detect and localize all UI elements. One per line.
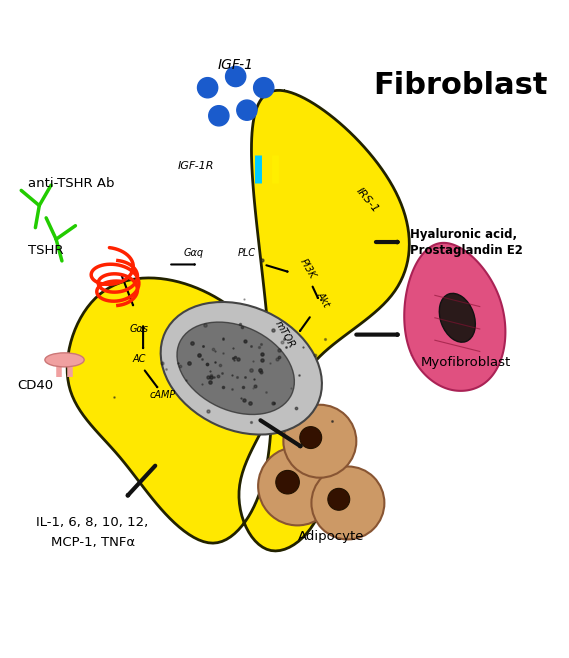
Text: IGF-1R: IGF-1R [178,161,215,171]
Text: IL-1, 6, 8, 10, 12,: IL-1, 6, 8, 10, 12, [36,516,149,529]
Polygon shape [67,90,409,551]
Text: IGF-1: IGF-1 [218,59,254,72]
Circle shape [283,405,356,478]
Text: Prostaglandin E2: Prostaglandin E2 [410,244,522,257]
Ellipse shape [45,353,84,367]
Text: IRS-1: IRS-1 [354,186,381,215]
Text: Myofibroblast: Myofibroblast [420,356,511,369]
Circle shape [276,470,299,494]
Circle shape [209,106,229,126]
Text: anti-TSHR Ab: anti-TSHR Ab [28,176,114,190]
Circle shape [300,426,321,449]
Text: PLC: PLC [238,248,256,258]
Text: Gαs: Gαs [130,324,149,334]
Polygon shape [404,243,505,391]
Text: Fibroblast: Fibroblast [373,71,547,100]
Circle shape [237,100,257,120]
Ellipse shape [177,322,294,415]
Text: PI3K: PI3K [298,257,317,280]
Text: AC: AC [133,354,146,364]
Ellipse shape [160,302,322,434]
Circle shape [225,66,246,87]
Text: Gαq: Gαq [184,248,204,258]
Text: Hyaluronic acid,: Hyaluronic acid, [410,228,517,241]
Text: Akt: Akt [315,290,332,309]
Ellipse shape [439,293,475,342]
Circle shape [311,467,385,540]
Text: TSHR: TSHR [28,244,64,257]
Circle shape [328,488,350,510]
Circle shape [254,78,274,98]
Text: cAMP: cAMP [150,390,176,400]
Text: CD40: CD40 [17,378,53,392]
Text: MCP-1, TNFα: MCP-1, TNFα [51,536,135,549]
Text: Adipocyte: Adipocyte [298,530,364,543]
Circle shape [197,78,218,98]
Circle shape [258,447,337,525]
Text: mTOR: mTOR [273,319,297,350]
